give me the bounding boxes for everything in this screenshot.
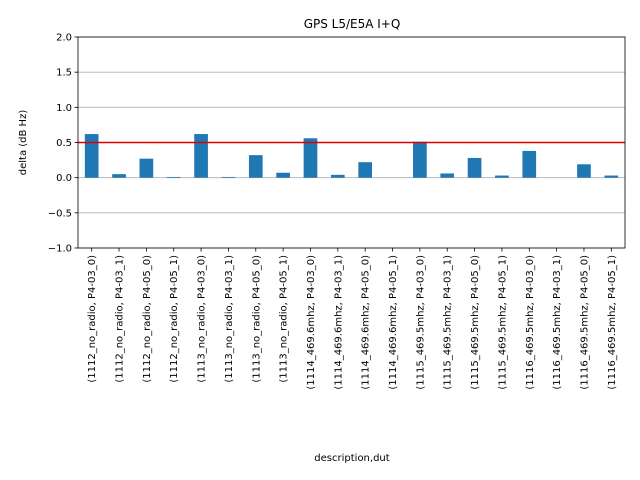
bar <box>358 162 373 178</box>
x-axis-label: description,dut <box>314 453 389 464</box>
y-tick-label: 0.0 <box>56 173 72 184</box>
y-tick-label: 2.0 <box>56 33 72 44</box>
y-axis-label: delta (dB Hz) <box>18 110 29 176</box>
x-tick-label: (1113_no_radio, P4-05_1) <box>279 255 290 383</box>
bar <box>577 164 591 178</box>
y-tick-label: 0.5 <box>56 138 72 149</box>
y-tick-label: −1.0 <box>48 244 72 255</box>
x-tick-label: (1115_469.5mhz, P4-03_0) <box>415 255 426 390</box>
x-tick-label: (1114_469.6mhz, P4-05_1) <box>388 255 399 390</box>
bar <box>166 176 181 178</box>
x-tick-label: (1113_no_radio, P4-03_1) <box>224 255 235 383</box>
bar <box>522 150 537 178</box>
x-tick-label: (1112_no_radio, P4-03_1) <box>115 255 126 383</box>
bar <box>467 157 482 178</box>
y-tick-label: −0.5 <box>48 208 72 219</box>
bar <box>413 141 427 178</box>
y-tick-label: 1.5 <box>56 68 72 79</box>
x-tick-label: (1116_469.5mhz, P4-03_1) <box>552 255 563 390</box>
x-tick-label: (1116_469.5mhz, P4-05_1) <box>607 255 618 390</box>
x-tick-label: (1113_no_radio, P4-03_0) <box>197 255 208 383</box>
y-axis: −1.0 −0.5 0.0 0.5 1.0 1.5 2.0 <box>48 33 78 255</box>
bar <box>495 175 509 178</box>
bars <box>84 134 619 178</box>
x-tick-label: (1112_no_radio, P4-03_0) <box>87 255 98 383</box>
bar <box>221 176 236 178</box>
x-tick-label: (1114_469.6mhz, P4-03_1) <box>333 255 344 390</box>
chart-title: GPS L5/E5A I+Q <box>304 17 401 31</box>
bar <box>440 173 455 178</box>
x-tick-label: (1116_469.5mhz, P4-03_0) <box>525 255 536 390</box>
y-tick-label: 1.0 <box>56 103 72 114</box>
x-tick-label: (1115_469.5mhz, P4-05_1) <box>497 255 508 390</box>
x-tick-label: (1116_469.5mhz, P4-05_0) <box>579 255 590 390</box>
x-tick-label: (1115_469.5mhz, P4-03_1) <box>443 255 454 390</box>
x-tick-label: (1114_469.6mhz, P4-03_0) <box>306 255 317 390</box>
x-tick-label: (1114_469.6mhz, P4-05_0) <box>361 255 372 390</box>
x-tick-label: (1112_no_radio, P4-05_1) <box>169 255 180 383</box>
bar <box>139 158 154 178</box>
x-axis: (1112_no_radio, P4-03_0) (1112_no_radio, … <box>87 248 618 390</box>
bar <box>194 134 208 178</box>
x-tick-label: (1113_no_radio, P4-05_0) <box>251 255 262 383</box>
x-tick-label: (1115_469.5mhz, P4-05_0) <box>470 255 481 390</box>
bar <box>84 134 99 178</box>
bar <box>248 155 263 178</box>
bar <box>276 172 290 178</box>
bar <box>112 174 126 178</box>
bar <box>330 174 345 178</box>
bar <box>303 138 318 178</box>
x-tick-label: (1112_no_radio, P4-05_0) <box>142 255 153 383</box>
bar <box>604 175 619 178</box>
